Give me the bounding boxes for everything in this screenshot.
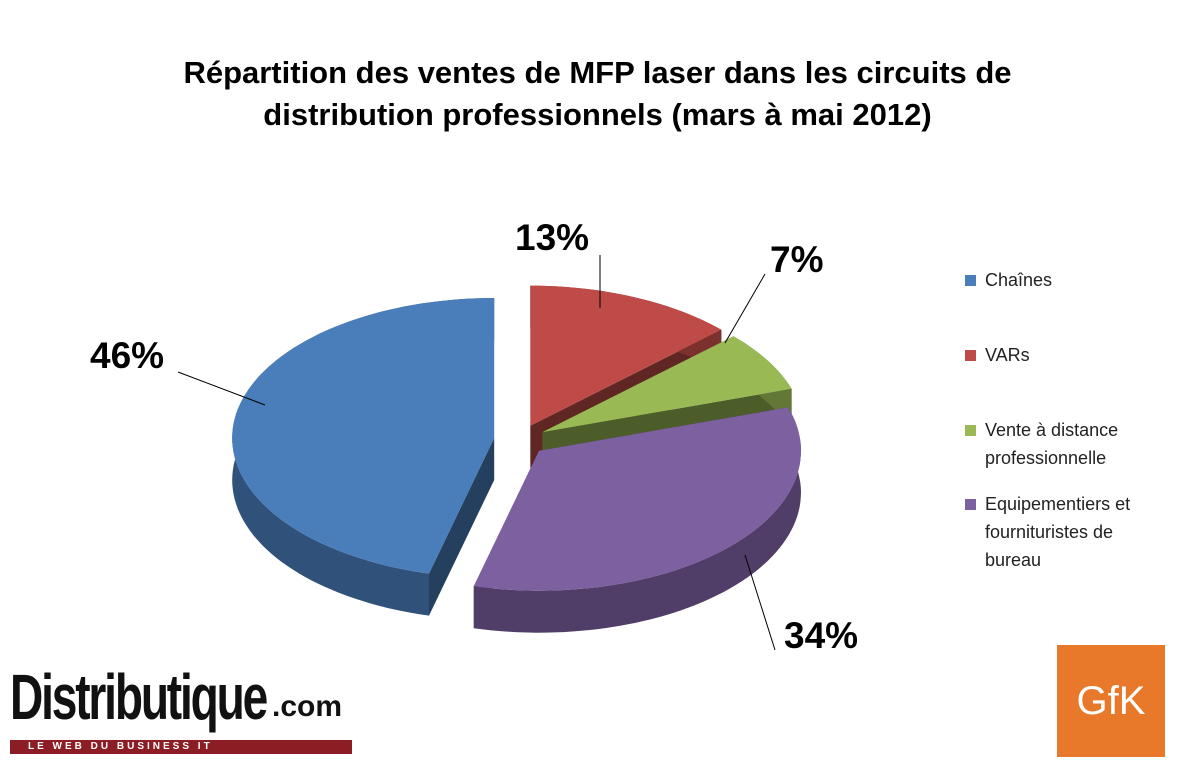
- data-label: 34%: [784, 615, 858, 656]
- legend-label: Vente à distance professionnelle: [985, 420, 1119, 468]
- legend-swatch: [965, 425, 976, 436]
- logo-text: Distributique: [10, 661, 268, 733]
- distributique-logo: Distributique .com LE WEB DU BUSINESS IT: [10, 661, 355, 760]
- pie-slice: [473, 407, 801, 633]
- legend-swatch: [965, 350, 976, 361]
- legend-swatch: [965, 499, 976, 510]
- data-label: 46%: [90, 335, 164, 376]
- logo-suffix: .com: [272, 690, 343, 723]
- pie-slice: [232, 298, 495, 616]
- slice-top: [232, 298, 495, 574]
- slice-top: [473, 407, 801, 591]
- legend-swatch: [965, 275, 976, 286]
- legend-label: Equipementiers et fournituristes de bure…: [985, 494, 1131, 570]
- leader-line: [744, 554, 776, 651]
- data-label: 13%: [515, 217, 589, 258]
- slice-top: [530, 285, 722, 426]
- data-label: 7%: [770, 239, 823, 280]
- legend-label: VARs: [985, 345, 1030, 365]
- slice-cut: [429, 438, 495, 616]
- slice-side: [473, 407, 801, 633]
- legend-label: Chaînes: [985, 270, 1053, 290]
- gfk-logo: GfK: [1057, 645, 1165, 757]
- slice-top: [542, 336, 792, 433]
- leader-line: [724, 273, 766, 344]
- chart-title: Répartition des ventes de MFP laser dans…: [183, 55, 1012, 132]
- leader-line: [177, 371, 266, 406]
- logo-tagline: LE WEB DU BUSINESS IT: [10, 740, 352, 754]
